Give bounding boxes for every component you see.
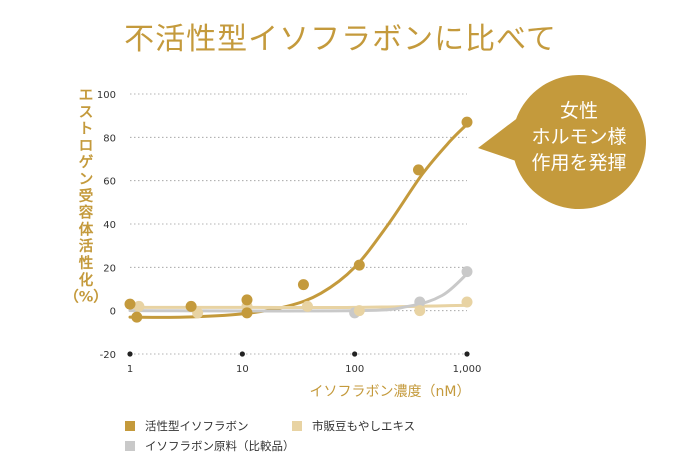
curves — [128, 122, 469, 319]
legend-item-raw: イソフラボン原料（比較品） — [125, 438, 295, 454]
y-axis-label-char-0: エ — [79, 88, 94, 104]
legend-swatch-sprout — [292, 421, 302, 431]
x-tick-label-1000: 1,000 — [453, 364, 482, 375]
point-series-0-0 — [124, 298, 136, 310]
y-tick-label-20: 20 — [103, 263, 116, 274]
y-axis-label-char-3: ロ — [79, 138, 94, 154]
legend-swatch-raw — [125, 441, 135, 451]
legend-label-sprout: 市販豆もやしエキス — [312, 419, 416, 433]
legend-item-sprout: 市販豆もやしエキス — [292, 418, 415, 434]
y-axis-label-char-6: 受 — [79, 187, 94, 205]
point-series-1-4 — [353, 305, 365, 317]
x-tick-label-1: 1 — [127, 364, 133, 375]
point-series-0-8 — [461, 116, 473, 128]
y-tick-label-0: 0 — [110, 307, 116, 318]
point-series-0-4 — [241, 307, 253, 319]
callout-line-1: 女性 — [560, 100, 598, 122]
grid: -20 0 20 40 60 80 100 — [97, 90, 467, 361]
x-tick-label-10: 10 — [236, 364, 249, 375]
y-axis-label-char-1: ス — [79, 105, 94, 121]
x-tick-dot-1000 — [464, 351, 470, 357]
callout-bubble: 女性 ホルモン様 作用を発揮 — [478, 75, 646, 210]
x-tick-dot-10 — [239, 351, 245, 357]
curve-series-2 — [128, 272, 469, 313]
y-tick-label-40: 40 — [103, 220, 116, 231]
point-series-0-7 — [412, 164, 424, 176]
points — [124, 116, 473, 323]
x-tick-dot-100 — [352, 351, 358, 357]
point-series-1-0 — [133, 300, 145, 312]
point-series-0-5 — [297, 279, 309, 291]
y-tick-label-60: 60 — [103, 177, 116, 188]
y-axis-label-char-12: （%） — [64, 288, 108, 306]
x-axis-label: イソフラボン濃度（nM） — [310, 384, 471, 400]
y-axis-label-char-8: 体 — [79, 220, 94, 238]
y-tick-label--20: -20 — [100, 350, 116, 361]
x-tick-dot-1 — [127, 351, 133, 357]
y-axis-label-char-9: 活 — [79, 237, 94, 255]
legend-label-raw: イソフラボン原料（比較品） — [145, 439, 295, 453]
callout-shape — [478, 75, 646, 210]
callout-line-3: 作用を発揮 — [531, 152, 626, 174]
point-series-1-6 — [461, 296, 473, 308]
legend-label-active: 活性型イソフラボン — [145, 419, 249, 433]
point-series-1-3 — [301, 300, 313, 312]
curve-series-0 — [128, 122, 469, 319]
point-series-2-1 — [414, 296, 426, 308]
y-axis-label-char-2: ト — [79, 122, 94, 138]
callout-line-2: ホルモン様 — [531, 126, 626, 148]
y-tick-label-80: 80 — [103, 133, 116, 144]
point-series-0-1 — [131, 311, 143, 323]
point-series-0-2 — [185, 300, 197, 312]
axes: 1 10 100 1,000 — [127, 351, 482, 375]
legend-item-active: 活性型イソフラボン — [125, 418, 249, 434]
y-axis-label-char-4: ゲ — [79, 153, 94, 171]
legend-swatch-active — [125, 421, 135, 431]
y-axis-label-char-10: 性 — [79, 254, 94, 272]
x-tick-label-100: 100 — [345, 364, 364, 375]
y-tick-label-100: 100 — [97, 90, 116, 101]
point-series-0-6 — [353, 259, 365, 271]
point-series-1-5 — [414, 305, 426, 317]
point-series-2-2 — [461, 266, 473, 278]
y-axis-label-char-7: 容 — [78, 204, 94, 222]
y-axis-label-char-11: 化 — [79, 271, 94, 289]
point-series-0-3 — [241, 294, 253, 306]
y-axis-label-char-5: ン — [79, 172, 94, 188]
page-title: 不活性型イソフラボンに比べて — [124, 22, 557, 57]
